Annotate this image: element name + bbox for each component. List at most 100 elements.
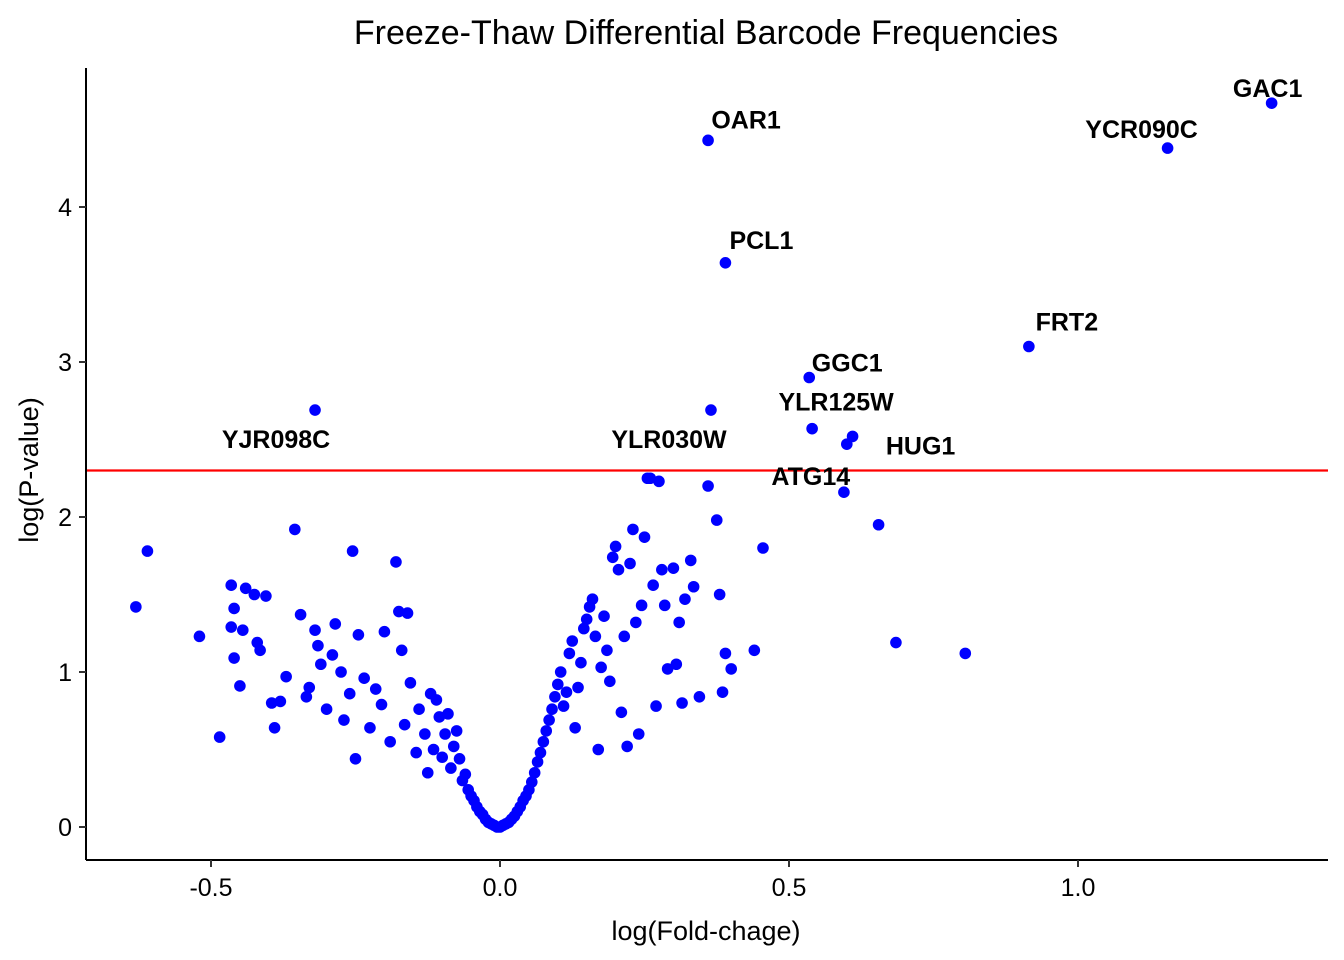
data-point (713, 588, 726, 601)
data-point (329, 618, 342, 630)
data-point (236, 624, 249, 636)
data-point (702, 480, 714, 492)
data-point (557, 700, 570, 712)
data-point (592, 743, 605, 756)
data-point (595, 661, 607, 674)
data-point (710, 514, 723, 526)
data-point (268, 722, 281, 734)
data-point (265, 697, 278, 709)
data-point (364, 722, 376, 734)
data-point (635, 599, 648, 612)
data-point (378, 625, 391, 638)
data-point (531, 756, 544, 768)
data-point (395, 644, 408, 657)
data-point (436, 751, 449, 764)
data-point (546, 703, 558, 715)
data-point-yjr098c (309, 404, 321, 416)
data-point (274, 695, 287, 708)
data-point (638, 531, 651, 543)
data-point (578, 622, 590, 635)
data-point (670, 658, 683, 671)
data-point (687, 580, 700, 593)
point-label-ylr125w: YLR125W (778, 389, 894, 417)
data-point (413, 703, 425, 715)
data-point (566, 635, 579, 647)
data-point (404, 677, 417, 689)
data-point (228, 652, 240, 664)
data-point (303, 681, 316, 694)
data-point (528, 766, 541, 779)
data-point (725, 663, 737, 675)
data-point (260, 590, 272, 602)
point-label-yjr098c: YJR098C (222, 426, 330, 454)
data-point (716, 686, 729, 698)
data-point (343, 687, 356, 700)
data-point (618, 630, 631, 643)
data-point (537, 735, 550, 748)
data-point (375, 698, 388, 711)
data-point (632, 728, 645, 740)
data-point (442, 708, 454, 720)
data-point-ycr090c (1161, 142, 1174, 154)
data-point (601, 644, 613, 657)
data-point (369, 683, 382, 695)
point-label-hug1: HUG1 (886, 432, 956, 460)
point-label-oar1: OAR1 (711, 106, 781, 134)
data-point (615, 706, 628, 719)
point-label-gac1: GAC1 (1233, 75, 1303, 103)
data-point (459, 768, 472, 781)
data-point (309, 624, 321, 636)
data-point (612, 563, 625, 576)
data-point (630, 616, 642, 629)
data-point (563, 647, 576, 660)
point-label-pcl1: PCL1 (729, 227, 793, 255)
point-label-ylr030w: YLR030W (611, 426, 727, 454)
data-point (534, 746, 547, 759)
data-point (450, 725, 463, 737)
data-point (621, 740, 633, 753)
data-point (439, 728, 451, 740)
data-point (540, 725, 553, 737)
x-tick-label: -0.5 (189, 874, 232, 902)
y-tick-label: 3 (58, 349, 72, 377)
data-point (338, 714, 350, 726)
data-point (667, 562, 680, 574)
data-point (838, 486, 850, 499)
data-point (427, 743, 440, 756)
data-point (572, 681, 584, 694)
data-point (676, 697, 688, 709)
data-point (430, 694, 443, 706)
data-point (280, 670, 292, 683)
data-point (300, 691, 313, 703)
data-point (656, 563, 668, 576)
data-point (312, 639, 324, 652)
data-point-ggc1 (803, 371, 816, 384)
data-point (228, 602, 240, 615)
data-point (890, 636, 902, 649)
data-point (320, 703, 333, 715)
data-point (335, 666, 347, 678)
data-point-ylr125w (806, 422, 818, 435)
data-point (248, 588, 261, 601)
plot-area: GAC1 YCR090C OAR1 PCL1 FRT2 GGC1 YLR125W HUG1 AT… (86, 75, 1328, 833)
data-point (552, 678, 564, 691)
x-tick-label: 0.0 (483, 874, 518, 902)
data-point (673, 616, 685, 629)
data-point-frt2 (1023, 340, 1035, 353)
point-label-frt2: FRT2 (1036, 309, 1099, 337)
data-point (358, 672, 370, 684)
data-point (193, 630, 206, 643)
data-point (453, 753, 466, 765)
data-point (606, 551, 619, 564)
data-point (719, 647, 732, 660)
data-point (575, 656, 587, 669)
data-point (447, 740, 460, 753)
data-point (650, 700, 662, 712)
data-point (598, 610, 610, 622)
data-point (315, 658, 327, 671)
data-point (679, 593, 691, 605)
y-tick-label: 4 (58, 194, 72, 222)
data-point (393, 605, 405, 618)
data-point (130, 601, 142, 613)
data-point (390, 556, 402, 568)
